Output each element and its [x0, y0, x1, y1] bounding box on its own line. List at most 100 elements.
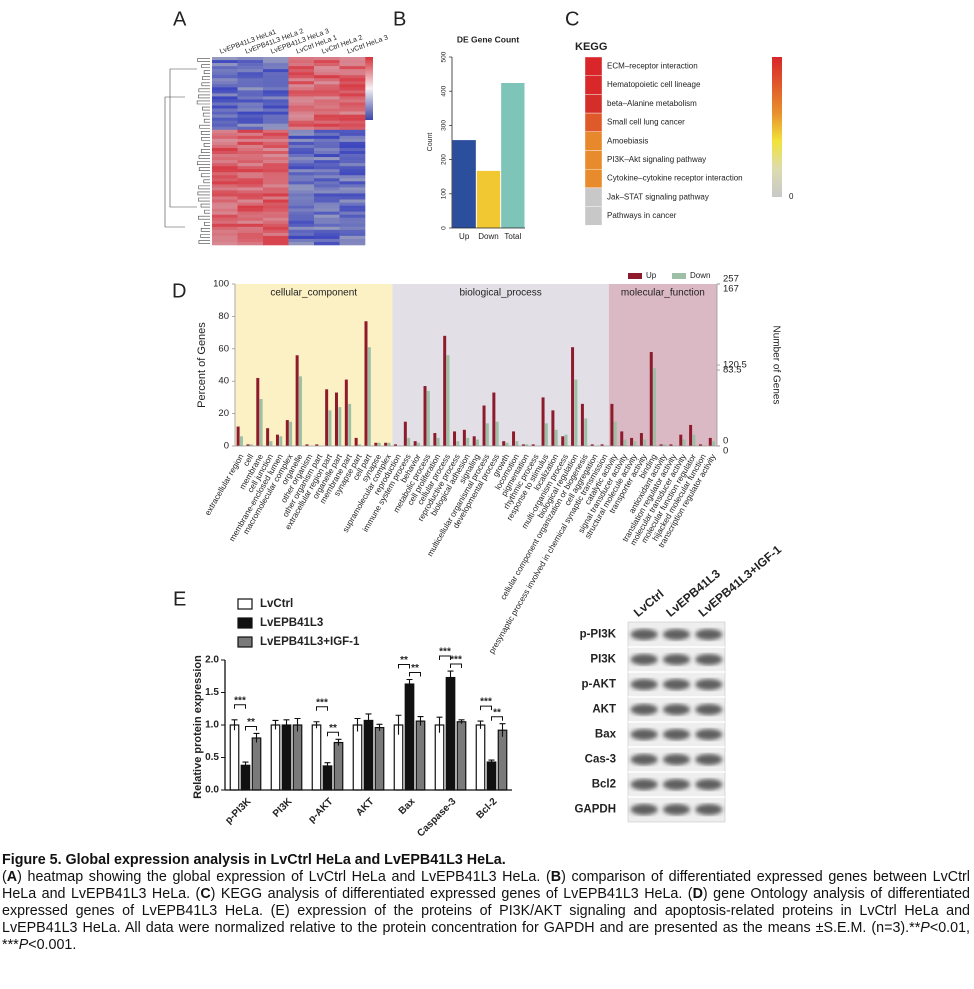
heatmap-cell — [237, 193, 264, 197]
y-axis-label: Percent of Genes — [196, 322, 208, 408]
heatmap-cell — [339, 238, 366, 243]
heatmap-cell — [288, 120, 315, 125]
heatmap-cell — [314, 220, 340, 225]
heatmap-cell — [288, 217, 315, 222]
heatmap-cell — [288, 141, 315, 146]
bar — [311, 724, 322, 791]
heatmap-cell — [263, 169, 289, 173]
error-bar — [477, 720, 484, 729]
legend-swatch — [237, 636, 253, 648]
heatmap-cell — [237, 93, 264, 97]
heatmap-cell — [288, 157, 315, 161]
section-background — [608, 284, 717, 446]
heatmap-cell — [339, 99, 366, 103]
caption-segment: ) heatmap showing the global expression … — [17, 869, 551, 885]
heatmap-cell — [212, 163, 238, 167]
heatmap-cell — [237, 135, 264, 140]
caption-segment: <0.001. — [28, 937, 77, 953]
heatmap-cell — [314, 120, 340, 125]
bar — [367, 347, 371, 446]
heatmap-cell — [212, 144, 238, 149]
bar — [426, 390, 430, 446]
heatmap-cell — [339, 120, 366, 125]
heatmap-cell — [212, 154, 238, 158]
heatmap-cell — [314, 184, 340, 188]
bar — [239, 436, 243, 446]
error-bar — [294, 717, 301, 732]
bar — [689, 424, 693, 446]
heatmap-cell — [314, 108, 340, 112]
blot-band — [695, 729, 723, 740]
y-tick-label: 100 — [441, 188, 448, 199]
bar — [544, 423, 548, 446]
heatmap-cell — [314, 196, 340, 200]
significance-bracket — [316, 706, 328, 711]
blot-band — [662, 654, 691, 665]
heatmap-cell — [212, 169, 238, 173]
heatmap-cell — [263, 69, 289, 73]
heatmap-cell — [288, 114, 315, 118]
bar — [404, 683, 415, 791]
blot-band — [695, 704, 723, 715]
heatmap-cell — [288, 69, 315, 73]
bar — [387, 442, 391, 446]
bar — [251, 737, 262, 791]
heatmap-cell — [212, 241, 238, 246]
bar — [476, 170, 501, 228]
heatmap-cell — [314, 157, 340, 161]
bar — [472, 436, 476, 446]
blot-row-label: Cas-3 — [585, 754, 616, 766]
bar — [475, 724, 486, 791]
legend-swatch — [628, 273, 642, 279]
legend-label: LvEPB41L3+IGF-1 — [260, 636, 360, 648]
heatmap-cell — [288, 144, 315, 149]
heatmap-cell — [288, 132, 315, 137]
heatmap-cell — [339, 129, 366, 134]
heatmap-cell — [288, 78, 315, 82]
heatmap-cell — [314, 208, 340, 212]
heatmap-cell — [314, 135, 340, 140]
heatmap-cell — [314, 78, 340, 82]
y2-tick-label: 167 — [723, 284, 739, 295]
bar — [502, 441, 506, 446]
bar — [564, 434, 568, 446]
kegg-cell — [584, 131, 603, 151]
error-bar — [242, 761, 249, 769]
kegg-cell — [584, 112, 603, 132]
heatmap-cell — [212, 60, 238, 64]
heatmap-cell — [339, 235, 366, 240]
caption-segment: ) KEGG analysis of differentiated expres… — [210, 886, 693, 902]
blot-band — [662, 804, 691, 815]
caption-segment: A — [6, 869, 18, 885]
heatmap-cell — [212, 178, 238, 182]
heatmap-cell — [263, 84, 289, 88]
heatmap-cell — [314, 99, 340, 103]
heatmap-cell — [212, 99, 238, 103]
bar — [394, 444, 398, 446]
heatmap-cell — [263, 117, 289, 121]
heatmap-cell — [339, 84, 366, 88]
bar — [600, 444, 604, 446]
bar — [436, 437, 440, 446]
panel-label: D — [172, 280, 186, 302]
heatmap-cell — [314, 60, 340, 64]
heatmap-cell — [314, 141, 340, 146]
heatmap-cell — [212, 63, 238, 67]
heatmap-cell — [263, 211, 289, 215]
heatmap-cell — [339, 229, 366, 234]
heatmap-cell — [288, 211, 315, 215]
heatmap-cell — [288, 184, 315, 188]
error-bar — [458, 719, 465, 724]
significance-bracket — [409, 672, 421, 677]
y-tick-label: 500 — [441, 51, 448, 62]
error-bar — [253, 732, 260, 743]
heatmap-cell — [237, 132, 264, 137]
significance-bracket — [491, 716, 503, 721]
significance-bracket — [439, 655, 451, 661]
heatmap-cell — [339, 202, 366, 206]
heatmap-cell — [212, 220, 238, 225]
heatmap-cell — [237, 166, 264, 170]
x-tick-label: PI3K — [271, 796, 295, 820]
bar — [407, 437, 411, 446]
heatmap-cell — [263, 154, 289, 158]
